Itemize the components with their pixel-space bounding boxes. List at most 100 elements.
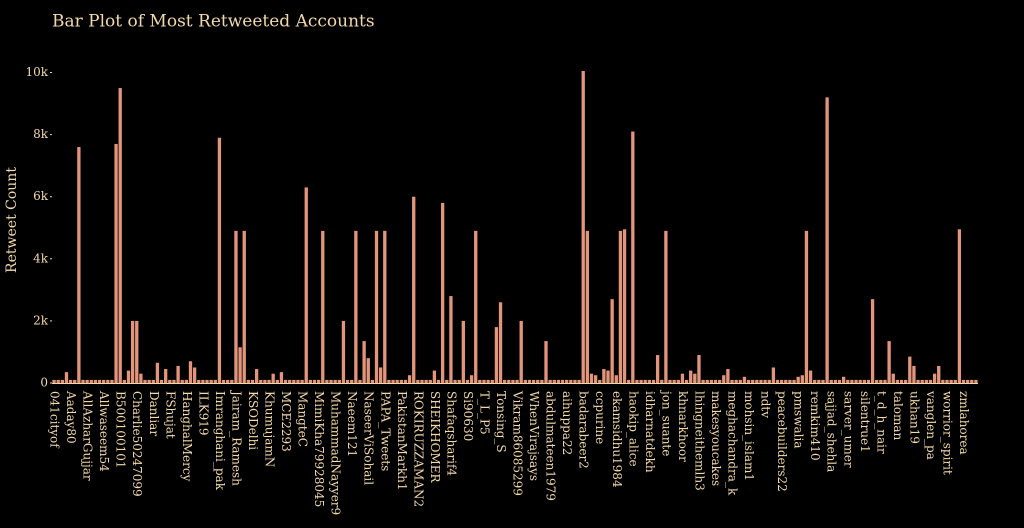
bar	[354, 230, 358, 383]
bar	[110, 379, 114, 383]
bar	[833, 379, 838, 383]
bar	[457, 379, 461, 383]
bar	[312, 379, 317, 383]
bar	[205, 379, 209, 383]
bar	[180, 379, 184, 383]
bar	[64, 372, 69, 383]
bar	[808, 370, 813, 383]
bar	[932, 373, 937, 383]
x-tick-label: Allwaseem54	[97, 390, 111, 472]
x-tick-label: Vikram86085299	[511, 390, 525, 496]
bar	[155, 362, 160, 383]
bar	[569, 379, 573, 383]
bar	[250, 379, 255, 383]
bar	[565, 379, 569, 383]
bar	[97, 379, 102, 383]
bar	[383, 230, 387, 383]
bar	[784, 379, 788, 383]
bar	[387, 379, 391, 383]
bar	[585, 230, 589, 383]
bar	[920, 379, 924, 383]
x-tick-label: lhingneithemlh3	[692, 391, 706, 491]
bar	[159, 379, 164, 383]
bar	[870, 299, 875, 383]
bar	[552, 379, 556, 383]
x-tick-label: MimiKha79928045	[312, 391, 326, 507]
bar	[453, 379, 457, 383]
x-tick-label: ROKIRUZZAMAN2	[411, 391, 425, 507]
bar	[403, 379, 408, 383]
bar	[908, 356, 912, 383]
x-tick-label: AllAzharGujjar	[81, 390, 95, 481]
bar	[321, 230, 325, 383]
bar	[899, 379, 904, 383]
x-tick-label: Tonsing_S	[494, 391, 508, 453]
x-tick-label: aihuppa22	[560, 391, 574, 455]
bar	[168, 379, 172, 383]
bar	[536, 379, 540, 383]
bar	[130, 320, 135, 383]
bar	[713, 379, 718, 383]
bar	[631, 131, 635, 383]
bar	[436, 379, 441, 383]
bar	[974, 379, 978, 383]
bar	[73, 379, 77, 383]
bar	[519, 320, 523, 383]
x-tick-label: MCE2293	[279, 391, 293, 452]
bar	[846, 379, 850, 383]
x-tick-label: Si90630	[461, 391, 475, 441]
bar	[544, 341, 548, 383]
bar	[581, 70, 585, 383]
bar	[329, 379, 333, 383]
bar	[875, 379, 879, 383]
bar	[610, 299, 614, 383]
bar	[759, 379, 763, 383]
bar	[734, 379, 738, 383]
x-tick-label: sarver_umer	[841, 391, 855, 468]
bar	[449, 296, 453, 383]
bar	[234, 230, 238, 383]
chart-title: Bar Plot of Most Retweeted Accounts	[52, 12, 375, 32]
bar	[589, 373, 594, 383]
bar	[804, 230, 809, 383]
bar	[118, 88, 122, 384]
x-tick-label: meghachandra_k	[726, 391, 740, 496]
x-tick-label: ukhan19	[907, 391, 921, 444]
x-tick-label: zmlahorea	[957, 391, 971, 455]
x-tick-label: mohsin_islam1	[742, 391, 756, 481]
bar	[263, 379, 267, 383]
bar	[68, 379, 73, 383]
bar	[738, 379, 742, 383]
bar	[689, 370, 693, 383]
x-tick-label: peacebuilders22	[775, 391, 789, 492]
x-tick-label: vanglen_pa	[924, 390, 938, 460]
x-tick-label: ekamsidhu1984	[610, 391, 624, 488]
bar	[866, 379, 871, 383]
bar	[374, 230, 379, 383]
x-tick-label: sajjad_shehla	[825, 391, 839, 472]
bar	[606, 370, 610, 383]
y-axis-title: Retweet Count	[4, 167, 20, 273]
bar	[416, 379, 420, 383]
bar	[242, 230, 246, 383]
x-tick-label: ILK919	[196, 391, 210, 436]
bar	[172, 379, 176, 383]
bar	[114, 143, 118, 383]
bar	[474, 230, 478, 383]
bar	[246, 379, 251, 383]
bar	[515, 379, 519, 383]
bar	[230, 379, 234, 383]
bar	[209, 379, 213, 383]
bar	[697, 355, 701, 383]
x-tick-label: Jairam_Ramesh	[229, 389, 243, 486]
y-tick-label: 0	[40, 376, 48, 390]
x-tick-label: taloman	[891, 391, 905, 441]
bar	[217, 137, 222, 383]
bar	[660, 379, 664, 383]
bar	[953, 379, 957, 383]
bar	[461, 320, 465, 383]
bar	[730, 379, 734, 383]
bar	[817, 379, 821, 383]
bar	[664, 230, 668, 383]
bar	[341, 320, 346, 383]
